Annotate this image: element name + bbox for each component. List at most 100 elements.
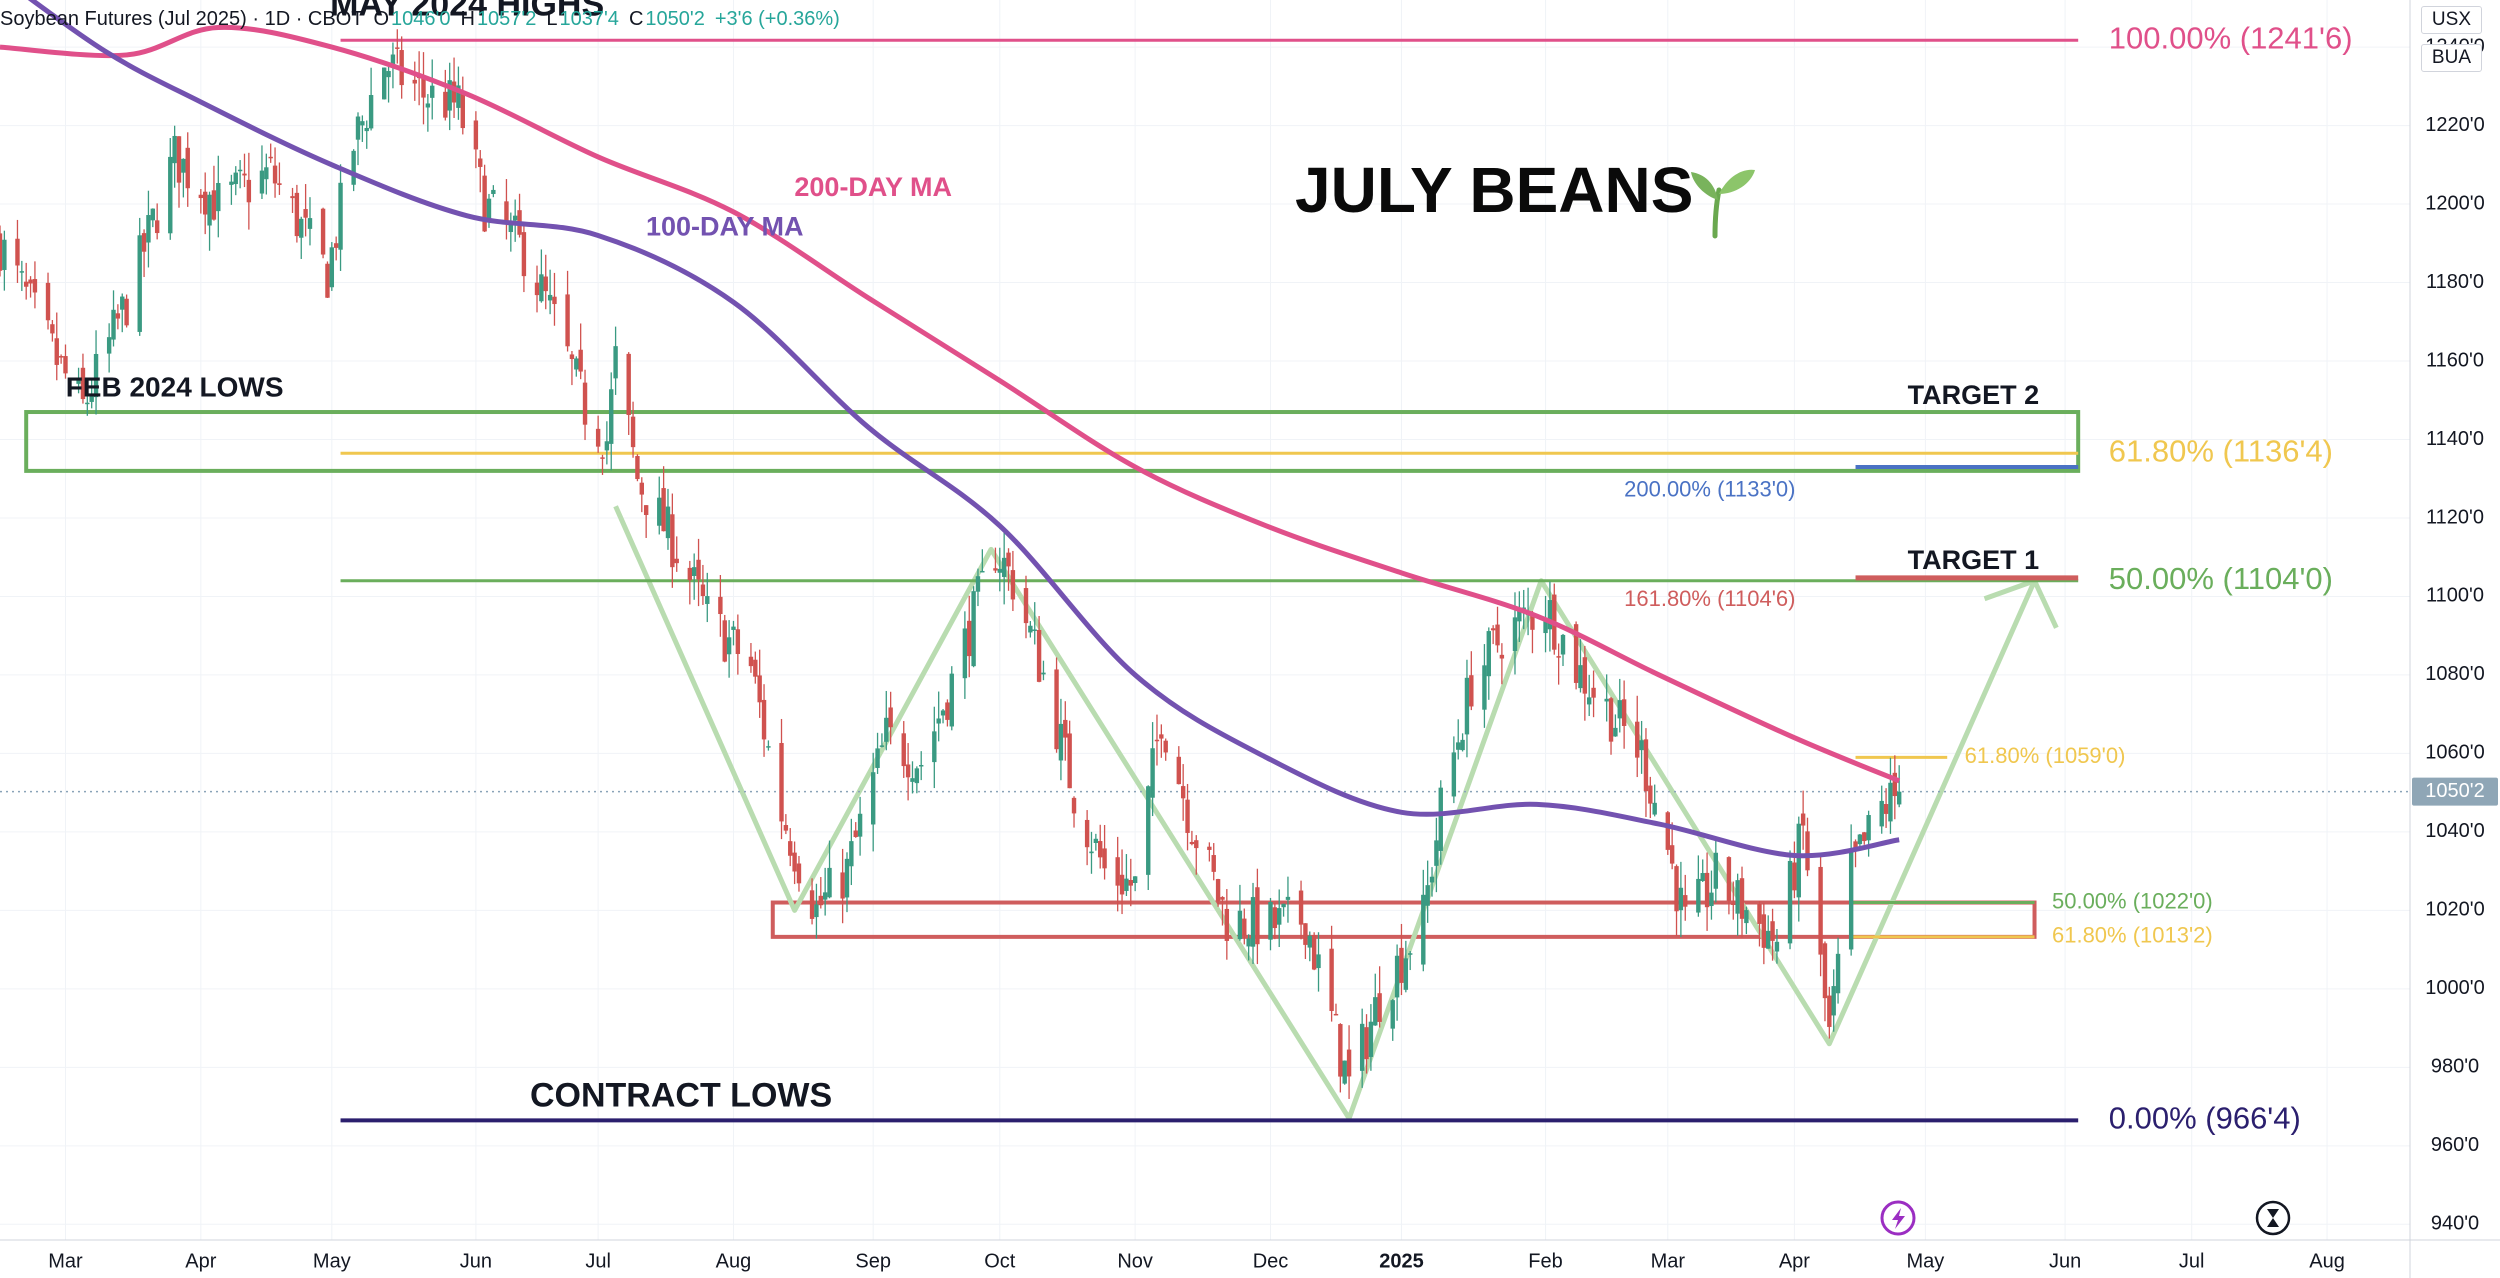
candle-down[interactable] [421,78,426,98]
candle-down[interactable] [1674,866,1679,912]
candle-up[interactable] [1652,802,1657,815]
candle-down[interactable] [50,324,55,334]
candle-up[interactable] [1888,782,1893,822]
candle-up[interactable] [1866,815,1871,841]
candle-up[interactable] [1281,903,1286,908]
candle-up[interactable] [705,596,710,604]
candle-down[interactable] [202,191,208,215]
candle-up[interactable] [604,441,610,451]
candle-up[interactable] [726,637,732,655]
candle-up[interactable] [766,746,771,748]
candle-up[interactable] [1124,878,1129,891]
candle-down[interactable] [600,457,605,459]
candle-down[interactable] [412,79,417,84]
candle-down[interactable] [696,559,701,580]
candle-down[interactable] [1063,719,1068,738]
candle-down[interactable] [1180,786,1186,799]
candle-up[interactable] [216,183,221,212]
candle-down[interactable] [1665,812,1670,850]
candle-up[interactable] [172,135,177,164]
candle-down[interactable] [1704,872,1710,908]
candle-up[interactable] [949,673,954,727]
candle-up[interactable] [914,768,920,784]
candle-up[interactable] [1032,629,1037,631]
candle-up[interactable] [1373,997,1378,1026]
candle-down[interactable] [1530,614,1535,630]
candle-down[interactable] [1792,862,1797,891]
candle-up[interactable] [980,570,985,573]
candle-up[interactable] [1250,897,1256,947]
candle-down[interactable] [543,276,548,292]
candle-down[interactable] [1220,897,1225,900]
candle-down[interactable] [1364,1027,1369,1060]
candle-down[interactable] [753,659,758,677]
candle-down[interactable] [211,190,217,220]
candle-down[interactable] [1892,772,1898,797]
candle-down[interactable] [451,81,457,103]
candle-down[interactable] [277,183,282,185]
candle-down[interactable] [333,243,339,248]
candle-up[interactable] [1560,634,1566,655]
price-candles[interactable] [0,29,1902,1099]
candle-up[interactable] [1766,930,1771,949]
candle-up[interactable] [1394,955,1400,998]
candle-down[interactable] [748,656,754,667]
candle-down[interactable] [482,175,487,232]
candle-up[interactable] [1456,742,1461,750]
candle-up[interactable] [971,591,976,667]
candle-up[interactable] [731,626,736,630]
candle-up[interactable] [1613,727,1618,737]
candle-down[interactable] [905,764,911,778]
candle-up[interactable] [76,377,81,384]
candle-up[interactable] [168,156,173,234]
candle-down[interactable] [268,156,273,159]
candle-up[interactable] [508,221,514,233]
candle-down[interactable] [246,179,252,203]
candle-down[interactable] [1377,993,1382,1022]
candle-up[interactable] [1486,631,1491,677]
candle-up[interactable] [430,85,435,98]
candle-up[interactable] [1093,838,1099,843]
candle-up[interactable] [1578,665,1583,689]
candle-down[interactable] [28,279,33,284]
candle-down[interactable] [1071,797,1077,814]
candle-down[interactable] [1242,918,1247,936]
candle-up[interactable] [1425,885,1430,906]
candle-down[interactable] [1621,699,1627,726]
candle-up[interactable] [814,904,819,918]
candle-up[interactable] [539,274,544,302]
candle-up[interactable] [264,167,269,180]
candle-up[interactable] [1464,677,1470,735]
candle-down[interactable] [853,830,858,838]
candle-up[interactable] [827,867,832,898]
candle-down[interactable] [154,220,160,234]
candle-up[interactable] [368,95,374,129]
candle-up[interactable] [1517,610,1522,622]
candle-up[interactable] [962,628,968,679]
candle-up[interactable] [1896,791,1902,805]
candle-up[interactable] [910,778,915,782]
candle-up[interactable] [150,208,156,221]
candle-down[interactable] [888,707,893,728]
candle-up[interactable] [1639,740,1644,751]
candle-up[interactable] [1089,851,1094,854]
candle-up[interactable] [1407,953,1413,955]
candle-down[interactable] [552,296,557,305]
candle-up[interactable] [259,170,265,194]
candle-down[interactable] [45,282,51,321]
candle-up[interactable] [1700,873,1705,881]
candle-down[interactable] [1556,656,1561,658]
candle-up[interactable] [940,710,946,716]
candle-down[interactable] [1119,874,1125,895]
candle-down[interactable] [460,92,465,129]
candle-down[interactable] [1399,947,1404,983]
candle-down[interactable] [15,238,20,266]
candle-up[interactable] [447,80,452,111]
candle-up[interactable] [360,121,365,126]
candle-down[interactable] [1822,943,1828,999]
candle-down[interactable] [32,279,38,293]
candle-up[interactable] [1604,698,1609,702]
candle-down[interactable] [1215,879,1221,901]
candle-up[interactable] [1617,700,1622,719]
